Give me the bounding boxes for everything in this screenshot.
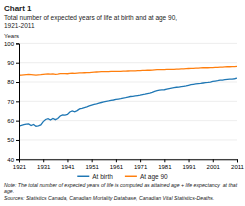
tick: 2011	[231, 159, 245, 169]
tick-mark	[16, 121, 19, 122]
tick-label: 1941	[61, 164, 75, 170]
tick-mark	[16, 43, 19, 44]
tick-label: 2001	[207, 164, 221, 170]
tick: 60	[7, 118, 19, 124]
annotation-line: age.	[4, 188, 14, 194]
tick: 1981	[158, 159, 172, 169]
tick: 50	[7, 137, 19, 143]
annotation-line: Sources: Statistics Canada, Canadian Mor…	[4, 195, 214, 201]
tick: 100	[4, 41, 19, 47]
tick-mark	[16, 82, 19, 83]
y-axis: 40 50 60 70 80 90 100	[4, 41, 20, 163]
subtitle: Total number of expected years of life a…	[4, 14, 177, 22]
tick-label: 40	[7, 157, 14, 163]
tick: 2001	[207, 159, 221, 169]
legend-item: At birth	[77, 173, 113, 180]
tick: 1991	[182, 159, 196, 169]
tick-label: 1981	[158, 164, 172, 170]
tick-label: 1931	[37, 164, 51, 170]
title: Chart 1	[4, 4, 32, 13]
tick-mark	[164, 159, 165, 162]
tick-label: 1921	[13, 164, 27, 170]
tick-label: 100	[4, 41, 15, 47]
tick-label: 1951	[85, 164, 99, 170]
subtitle-line: 1921-2011	[4, 22, 35, 29]
tick: 1951	[85, 159, 99, 169]
tick-mark	[67, 159, 68, 162]
annotation: Note: The total number of expected years…	[4, 182, 238, 194]
grid-line	[19, 62, 237, 63]
tick-label: 1971	[134, 164, 148, 170]
tick-label: 2011	[231, 164, 245, 170]
tick-label: 60	[7, 118, 14, 124]
tick: 1941	[61, 159, 75, 169]
x-axis-line	[20, 160, 238, 163]
tick-mark	[16, 101, 19, 102]
title-line: Chart 1	[4, 4, 32, 13]
subtitle: 1921-2011	[4, 22, 35, 29]
legend: At birth At age 90	[77, 173, 168, 181]
tick-mark	[16, 159, 19, 160]
tick-mark	[16, 140, 19, 141]
tick: 1971	[134, 159, 148, 169]
annotation: Sources: Statistics Canada, Canadian Mor…	[4, 195, 214, 201]
legend-swatch	[77, 176, 89, 178]
subtitle-line: Total number of expected years of life a…	[4, 14, 177, 22]
tick: 70	[7, 99, 19, 105]
tick-mark	[237, 159, 238, 162]
y-axis-title-line: Years	[4, 33, 19, 39]
tick-label: 70	[7, 99, 14, 105]
tick: 40	[7, 157, 19, 163]
tick-mark	[189, 159, 190, 162]
tick-mark	[92, 159, 93, 162]
legend-label: At age 90	[140, 173, 168, 181]
grid-line	[19, 139, 237, 140]
tick-mark	[43, 159, 44, 162]
tick-label: 1991	[182, 164, 196, 170]
tick: 90	[7, 60, 19, 66]
tick-mark	[213, 159, 214, 162]
chart: Chart 1Total number of expected years of…	[0, 0, 245, 206]
series-line	[19, 66, 237, 75]
tick-mark	[140, 159, 141, 162]
tick-label: 80	[7, 79, 14, 85]
grid-line	[19, 120, 237, 121]
x-axis: 1921 1931 1941 1951 1961 1971 1981 1991 2001 2011	[13, 159, 245, 169]
series-line	[19, 78, 237, 126]
legend-swatch	[125, 176, 137, 178]
tick-label: 50	[7, 137, 14, 143]
annotation-line: Note: The total number of expected years…	[4, 182, 238, 188]
y-axis-line	[16, 44, 20, 160]
tick-mark	[16, 63, 19, 64]
grid-line	[19, 43, 237, 44]
legend-item: At age 90	[125, 173, 168, 181]
tick: 1921	[13, 159, 27, 169]
plot-lines	[19, 66, 237, 126]
y-axis-title: Years	[4, 33, 19, 39]
y-grid	[19, 43, 237, 159]
legend-label: At birth	[92, 173, 113, 180]
tick: 80	[7, 79, 19, 85]
tick-label: 90	[7, 60, 14, 66]
tick: 1931	[37, 159, 51, 169]
grid-line	[19, 101, 237, 102]
tick-label: 1961	[110, 164, 124, 170]
tick: 1961	[110, 159, 124, 169]
tick-mark	[116, 159, 117, 162]
